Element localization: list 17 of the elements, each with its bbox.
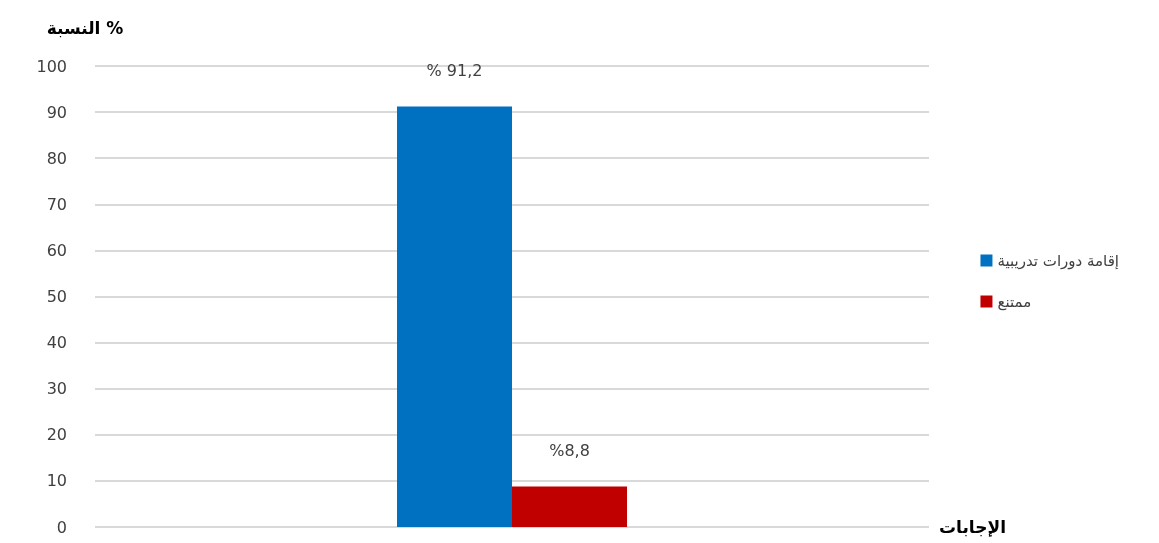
y-tick-label: 50 <box>46 287 67 306</box>
x-axis-title: الإجابات <box>939 517 1006 537</box>
y-tick-label: 90 <box>46 102 67 122</box>
y-tick-label: 20 <box>46 425 67 445</box>
y-tick-label: 10 <box>46 471 67 491</box>
y-tick-label: 100 <box>36 56 67 76</box>
legend-label: إقامة دورات تدريبية <box>997 251 1120 270</box>
y-tick-label: 0 <box>56 517 67 537</box>
y-axis-title: النسبة % <box>46 17 124 38</box>
legend-label: ممتنع <box>997 292 1032 311</box>
y-tick-label: 60 <box>46 240 67 260</box>
y-tick-label: 40 <box>46 333 67 353</box>
y-tick-label: 30 <box>46 379 67 399</box>
data-label: % 91,2 <box>426 61 483 81</box>
y-tick-label: 70 <box>46 194 67 214</box>
data-label: %8,8 <box>549 440 590 460</box>
y-tick-label: 80 <box>46 148 67 168</box>
